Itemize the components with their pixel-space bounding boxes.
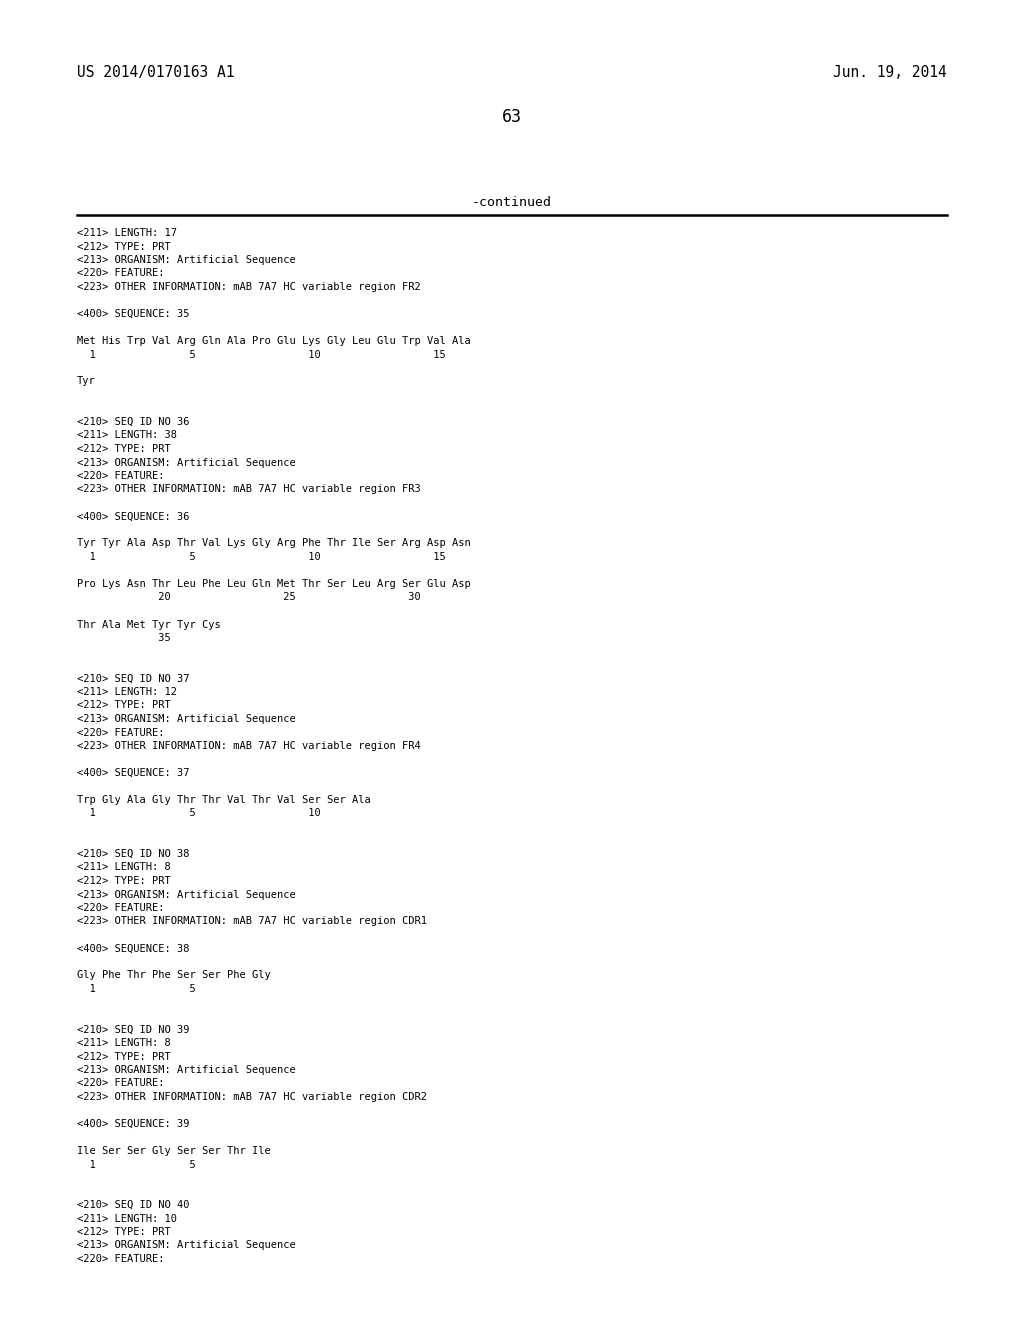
Text: <213> ORGANISM: Artificial Sequence: <213> ORGANISM: Artificial Sequence [77, 458, 296, 467]
Text: <211> LENGTH: 10: <211> LENGTH: 10 [77, 1213, 177, 1224]
Text: 63: 63 [502, 108, 522, 125]
Text: <223> OTHER INFORMATION: mAB 7A7 HC variable region FR4: <223> OTHER INFORMATION: mAB 7A7 HC vari… [77, 741, 421, 751]
Text: <212> TYPE: PRT: <212> TYPE: PRT [77, 1052, 171, 1061]
Text: 20                  25                  30: 20 25 30 [77, 593, 421, 602]
Text: <213> ORGANISM: Artificial Sequence: <213> ORGANISM: Artificial Sequence [77, 890, 296, 899]
Text: <213> ORGANISM: Artificial Sequence: <213> ORGANISM: Artificial Sequence [77, 255, 296, 265]
Text: Pro Lys Asn Thr Leu Phe Leu Gln Met Thr Ser Leu Arg Ser Glu Asp: Pro Lys Asn Thr Leu Phe Leu Gln Met Thr … [77, 579, 471, 589]
Text: <210> SEQ ID NO 36: <210> SEQ ID NO 36 [77, 417, 189, 426]
Text: <211> LENGTH: 12: <211> LENGTH: 12 [77, 686, 177, 697]
Text: Tyr Tyr Ala Asp Thr Val Lys Gly Arg Phe Thr Ile Ser Arg Asp Asn: Tyr Tyr Ala Asp Thr Val Lys Gly Arg Phe … [77, 539, 471, 549]
Text: 1               5: 1 5 [77, 983, 196, 994]
Text: <210> SEQ ID NO 40: <210> SEQ ID NO 40 [77, 1200, 189, 1210]
Text: <223> OTHER INFORMATION: mAB 7A7 HC variable region FR2: <223> OTHER INFORMATION: mAB 7A7 HC vari… [77, 282, 421, 292]
Text: <213> ORGANISM: Artificial Sequence: <213> ORGANISM: Artificial Sequence [77, 1065, 296, 1074]
Text: 1               5: 1 5 [77, 1159, 196, 1170]
Text: <210> SEQ ID NO 39: <210> SEQ ID NO 39 [77, 1024, 189, 1035]
Text: <220> FEATURE:: <220> FEATURE: [77, 1078, 165, 1089]
Text: <211> LENGTH: 8: <211> LENGTH: 8 [77, 862, 171, 873]
Text: Met His Trp Val Arg Gln Ala Pro Glu Lys Gly Leu Glu Trp Val Ala: Met His Trp Val Arg Gln Ala Pro Glu Lys … [77, 337, 471, 346]
Text: <223> OTHER INFORMATION: mAB 7A7 HC variable region FR3: <223> OTHER INFORMATION: mAB 7A7 HC vari… [77, 484, 421, 495]
Text: 1               5                  10: 1 5 10 [77, 808, 321, 818]
Text: Thr Ala Met Tyr Tyr Cys: Thr Ala Met Tyr Tyr Cys [77, 619, 221, 630]
Text: Tyr: Tyr [77, 376, 96, 387]
Text: <212> TYPE: PRT: <212> TYPE: PRT [77, 444, 171, 454]
Text: Trp Gly Ala Gly Thr Thr Val Thr Val Ser Ser Ala: Trp Gly Ala Gly Thr Thr Val Thr Val Ser … [77, 795, 371, 805]
Text: <223> OTHER INFORMATION: mAB 7A7 HC variable region CDR1: <223> OTHER INFORMATION: mAB 7A7 HC vari… [77, 916, 427, 927]
Text: <400> SEQUENCE: 35: <400> SEQUENCE: 35 [77, 309, 189, 319]
Text: <212> TYPE: PRT: <212> TYPE: PRT [77, 876, 171, 886]
Text: 1               5                  10                  15: 1 5 10 15 [77, 552, 445, 562]
Text: Gly Phe Thr Phe Ser Ser Phe Gly: Gly Phe Thr Phe Ser Ser Phe Gly [77, 970, 270, 981]
Text: <211> LENGTH: 17: <211> LENGTH: 17 [77, 228, 177, 238]
Text: <220> FEATURE:: <220> FEATURE: [77, 903, 165, 913]
Text: <220> FEATURE:: <220> FEATURE: [77, 268, 165, 279]
Text: <213> ORGANISM: Artificial Sequence: <213> ORGANISM: Artificial Sequence [77, 714, 296, 723]
Text: Jun. 19, 2014: Jun. 19, 2014 [834, 65, 947, 81]
Text: <220> FEATURE:: <220> FEATURE: [77, 727, 165, 738]
Text: <220> FEATURE:: <220> FEATURE: [77, 1254, 165, 1265]
Text: <400> SEQUENCE: 39: <400> SEQUENCE: 39 [77, 1119, 189, 1129]
Text: -continued: -continued [472, 195, 552, 209]
Text: <211> LENGTH: 38: <211> LENGTH: 38 [77, 430, 177, 441]
Text: <223> OTHER INFORMATION: mAB 7A7 HC variable region CDR2: <223> OTHER INFORMATION: mAB 7A7 HC vari… [77, 1092, 427, 1102]
Text: <210> SEQ ID NO 37: <210> SEQ ID NO 37 [77, 673, 189, 684]
Text: <400> SEQUENCE: 37: <400> SEQUENCE: 37 [77, 768, 189, 777]
Text: <213> ORGANISM: Artificial Sequence: <213> ORGANISM: Artificial Sequence [77, 1241, 296, 1250]
Text: <212> TYPE: PRT: <212> TYPE: PRT [77, 242, 171, 252]
Text: <210> SEQ ID NO 38: <210> SEQ ID NO 38 [77, 849, 189, 859]
Text: <212> TYPE: PRT: <212> TYPE: PRT [77, 1228, 171, 1237]
Text: Ile Ser Ser Gly Ser Ser Thr Ile: Ile Ser Ser Gly Ser Ser Thr Ile [77, 1146, 270, 1156]
Text: <211> LENGTH: 8: <211> LENGTH: 8 [77, 1038, 171, 1048]
Text: <400> SEQUENCE: 36: <400> SEQUENCE: 36 [77, 511, 189, 521]
Text: <400> SEQUENCE: 38: <400> SEQUENCE: 38 [77, 944, 189, 953]
Text: 1               5                  10                  15: 1 5 10 15 [77, 350, 445, 359]
Text: <212> TYPE: PRT: <212> TYPE: PRT [77, 701, 171, 710]
Text: <220> FEATURE:: <220> FEATURE: [77, 471, 165, 480]
Text: 35: 35 [77, 634, 171, 643]
Text: US 2014/0170163 A1: US 2014/0170163 A1 [77, 65, 234, 81]
